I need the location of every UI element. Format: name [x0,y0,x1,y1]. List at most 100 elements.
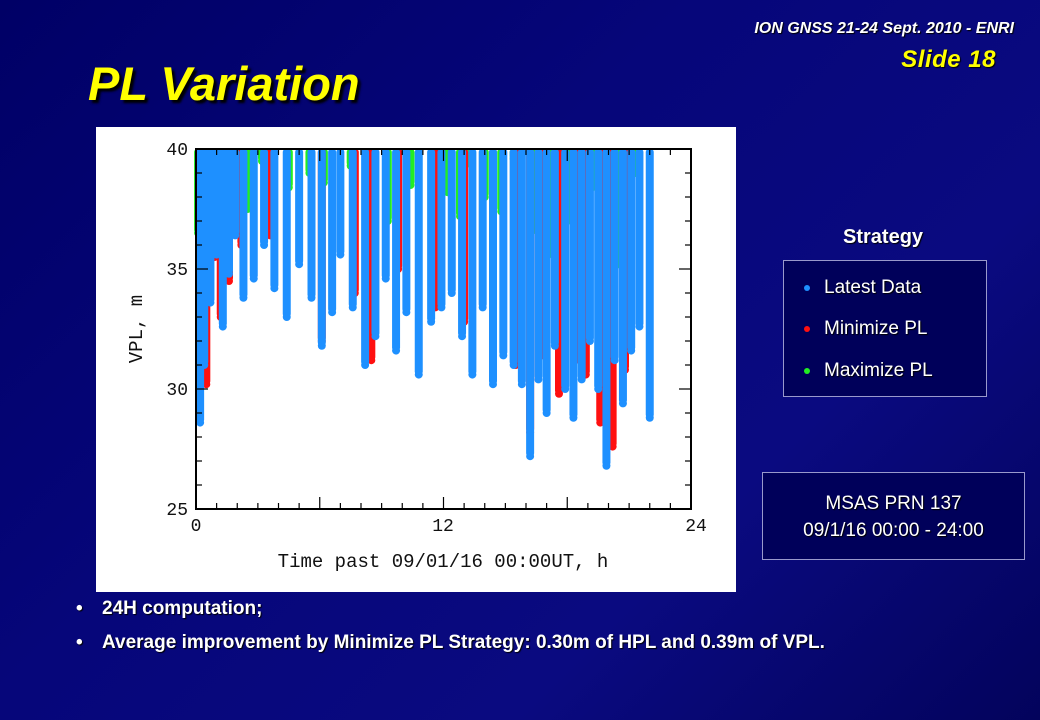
data-point-marker [371,332,380,341]
data-point-marker [610,356,619,365]
data-point [577,149,586,380]
data-point-marker [239,293,248,302]
data-point-marker [212,250,221,259]
legend-dot-icon [804,368,810,374]
data-point-marker [602,461,611,470]
data-point-marker [509,361,518,369]
data-point-marker [218,322,227,331]
data-point-marker [367,356,376,365]
data-point-marker [295,260,304,269]
data-point-marker [282,313,291,321]
data-point [361,149,370,365]
data-point [225,149,233,274]
y-tick-label: 30 [166,381,188,401]
slide-number: Slide 18 [901,46,996,73]
data-point [499,149,508,356]
data-point [206,149,215,303]
bullet-text: Average improvement by Minimize PL Strat… [102,632,825,653]
conference-label: ION GNSS 21-24 Sept. 2010 - ENRI [754,20,1014,37]
data-point [437,149,446,308]
data-point [526,149,535,457]
vpl-chart-svg: 40 35 30 25 0 12 24 Time past 09/01/16 0… [126,141,707,573]
legend-item-latest-data: Latest Data [804,277,921,299]
data-point [534,149,543,380]
data-point [594,149,603,389]
data-point-marker [526,452,535,461]
page-title: PL Variation [88,57,360,110]
data-point-marker [336,250,345,259]
legend-item-minimize-pl: Minimize PL [804,318,927,340]
data-point-marker [206,298,215,307]
bullet-list: • 24H computation; • Average improvement… [76,598,825,666]
data-point [239,149,248,298]
data-point-marker [225,269,233,278]
data-point-marker [478,303,487,312]
legend-dot-icon [804,285,810,291]
vpl-plot: 40 35 30 25 0 12 24 Time past 09/01/16 0… [96,127,736,592]
data-point-marker [561,385,570,393]
data-point [489,149,497,385]
y-tick-label: 35 [166,261,188,281]
data-point-marker [594,385,603,393]
data-point [561,149,570,389]
data-point [336,149,345,255]
legend-dot-icon [804,326,810,332]
data-point-marker [645,413,654,422]
legend-heading: Strategy [843,226,924,248]
data-point-marker [200,361,209,369]
data-point-marker [225,277,233,285]
data-point-marker [381,274,390,283]
data-point-marker [249,274,258,283]
data-point [282,149,291,317]
y-axis-label: VPL, m [126,295,148,363]
data-point-marker [260,241,269,249]
data-point-marker [196,418,205,427]
info-line: MSAS PRN 137 [825,493,962,514]
data-point-marker [402,308,411,317]
data-point-marker [307,293,316,302]
data-point [602,149,611,466]
x-tick-label: 12 [432,517,454,537]
list-item: • 24H computation; [76,598,825,620]
x-tick-label: 24 [685,517,707,537]
data-point-marker [468,370,477,379]
legend-label: Maximize PL [824,360,933,381]
data-point-marker [270,284,279,293]
data-point-marker [202,380,211,389]
legend-item-maximize-pl: Maximize PL [804,360,933,382]
data-point-marker [458,332,467,341]
data-point [295,149,304,265]
data-point [468,149,477,375]
data-point [402,149,411,313]
data-point-marker [447,289,456,297]
data-point [517,149,526,385]
data-point [249,149,258,279]
data-point-marker [427,317,436,326]
data-point [212,149,221,255]
data-point [542,149,551,413]
y-tick-label: 25 [166,501,188,521]
data-point-marker [577,375,586,384]
data-point [200,149,209,365]
data-point [371,149,380,337]
data-point-marker [534,375,543,384]
bullet-icon: • [76,632,83,653]
data-point [635,149,644,327]
data-point-marker [627,346,636,355]
data-point-marker [585,337,594,345]
data-point [348,149,357,308]
data-point [585,149,594,341]
data-point [509,149,518,365]
data-point [218,149,227,327]
data-point [569,149,578,418]
data-point [381,149,390,279]
bullet-text: 24H computation; [102,598,263,619]
data-point-marker [550,341,559,350]
data-point-marker [317,341,326,350]
data-point-marker [635,322,644,331]
x-axis-label: Time past 09/01/16 00:00UT, h [278,551,609,573]
data-point [231,149,240,236]
series-latest-data [196,149,654,470]
data-point [550,149,559,346]
legend-label: Minimize PL [824,318,928,339]
